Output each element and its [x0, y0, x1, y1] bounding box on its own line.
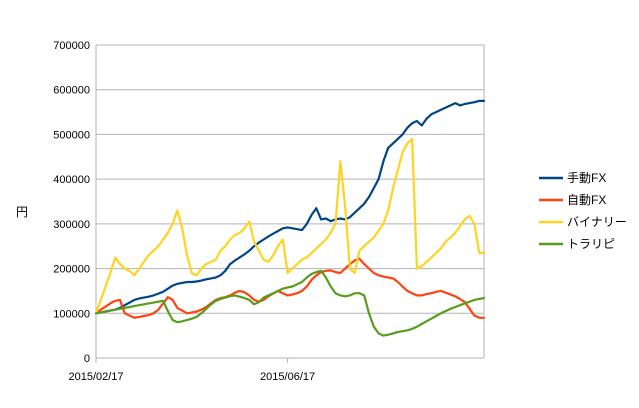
y-tick-label: 200000 — [53, 264, 90, 276]
y-axis-label: 円 — [16, 205, 28, 219]
y-tick-label: 300000 — [53, 219, 90, 231]
legend-label: バイナリー — [567, 215, 627, 229]
y-tick-label: 500000 — [53, 129, 90, 141]
series-line-1 — [94, 99, 486, 315]
plot-series — [94, 99, 486, 337]
legend-label: トラリピ — [567, 237, 615, 251]
axes — [95, 45, 485, 359]
series-line-3 — [94, 137, 486, 315]
y-tick-label: 600000 — [53, 85, 90, 97]
series-line-4 — [94, 269, 486, 337]
series-line-2 — [94, 257, 486, 319]
y-tick-label: 700000 — [53, 40, 90, 52]
gridlines — [96, 44, 484, 314]
y-tick-label: 0 — [84, 353, 90, 365]
y-axis-tick-labels: 0 100000 200000 300000 400000 500000 600000 700… — [53, 40, 90, 365]
legend-label: 自動FX — [567, 193, 606, 207]
y-tick-label: 100000 — [53, 308, 90, 320]
x-tick-label: 2015/06/17 — [260, 371, 315, 383]
legend-label: 手動FX — [567, 171, 606, 185]
x-axis-tick-labels: 2015/02/17 2015/06/17 — [68, 358, 315, 383]
x-tick-label: 2015/02/17 — [68, 371, 123, 383]
y-tick-label: 400000 — [53, 174, 90, 186]
